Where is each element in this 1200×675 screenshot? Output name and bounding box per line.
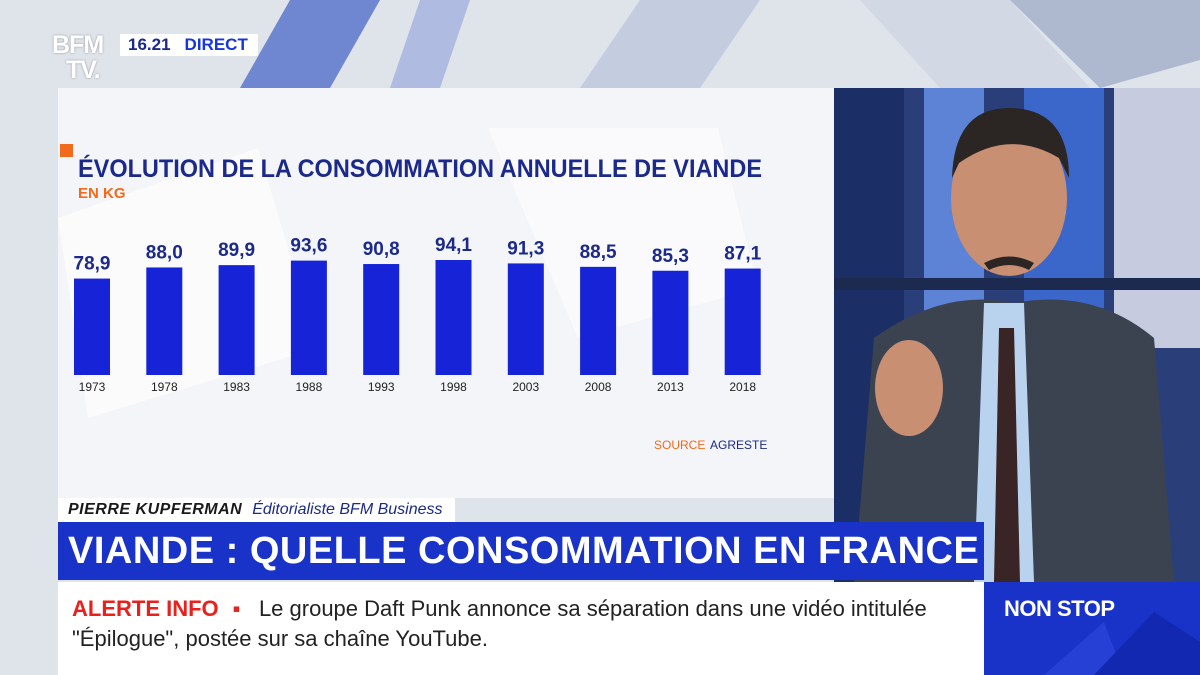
speaker-name-bar: PIERRE KUPFERMAN Éditorialiste BFM Busin… (58, 498, 455, 522)
source-value: AGRESTE (710, 438, 767, 452)
channel-logo: BFM TV. (52, 33, 114, 85)
non-stop-badge: NON STOP (984, 582, 1200, 675)
source-label: SOURCE (654, 438, 705, 452)
studio-video (834, 88, 1200, 582)
value-label-2008: 88,5 (580, 242, 617, 263)
value-label-1993: 90,8 (363, 239, 400, 260)
tick-label-1978: 1978 (151, 380, 178, 394)
clock-badge: 16.21 DIRECT (120, 34, 258, 56)
bar-2003 (507, 263, 544, 375)
bar-chart: ÉVOLUTION DE LA CONSOMMATION ANNUELLE DE… (58, 128, 767, 452)
tick-label-1998: 1998 (440, 380, 467, 394)
alert-label: ALERTE INFO (72, 596, 219, 621)
title-accent-square (60, 144, 73, 157)
chart-title: ÉVOLUTION DE LA CONSOMMATION ANNUELLE DE… (78, 154, 762, 183)
alert-bullet-icon: ▪ (232, 596, 241, 621)
speaker-role: Éditorialiste BFM Business (252, 501, 443, 518)
bar-1993 (363, 264, 400, 375)
bar-1988 (290, 260, 327, 375)
value-label-1983: 89,9 (218, 240, 255, 261)
presenter-image (834, 88, 1200, 582)
bar-1998 (435, 260, 472, 375)
tick-label-2008: 2008 (585, 380, 612, 394)
bar-2008 (580, 266, 617, 375)
chart-panel: ÉVOLUTION DE LA CONSOMMATION ANNUELLE DE… (58, 88, 834, 498)
value-label-1973: 78,9 (74, 254, 111, 275)
tick-label-1973: 1973 (79, 380, 106, 394)
speaker-name: PIERRE KUPFERMAN (68, 501, 243, 518)
bar-2018 (724, 268, 761, 375)
tick-label-2003: 2003 (512, 380, 539, 394)
value-label-2013: 85,3 (652, 246, 689, 267)
non-stop-graphic (1044, 612, 1200, 675)
value-label-1988: 93,6 (290, 236, 327, 257)
bar-1973 (74, 278, 110, 375)
value-label-1998: 94,1 (435, 235, 472, 256)
bar-1983 (218, 265, 255, 375)
tick-label-2018: 2018 (729, 380, 756, 394)
value-label-2018: 87,1 (724, 244, 761, 265)
live-label: DIRECT (178, 34, 258, 56)
clock-time: 16.21 (120, 34, 179, 56)
logo-text-bottom: TV. (66, 56, 101, 84)
ticker-text: Le groupe Daft Punk annonce sa séparatio… (72, 596, 927, 651)
tick-label-1983: 1983 (223, 380, 250, 394)
bar-1978 (146, 267, 183, 375)
logo-text-top: BFM (52, 31, 104, 59)
headline-banner: VIANDE : QUELLE CONSOMMATION EN FRANCE ? (58, 522, 984, 580)
tick-label-2013: 2013 (657, 380, 684, 394)
news-ticker: ALERTE INFO ▪ Le groupe Daft Punk annonce… (58, 582, 984, 675)
value-label-2003: 91,3 (507, 238, 544, 259)
non-stop-label: NON STOP (1004, 596, 1115, 621)
chart-subtitle: EN KG (78, 185, 126, 202)
value-label-1978: 88,0 (146, 242, 183, 263)
bar-2013 (652, 270, 689, 375)
tick-label-1988: 1988 (296, 380, 323, 394)
tick-label-1993: 1993 (368, 380, 395, 394)
